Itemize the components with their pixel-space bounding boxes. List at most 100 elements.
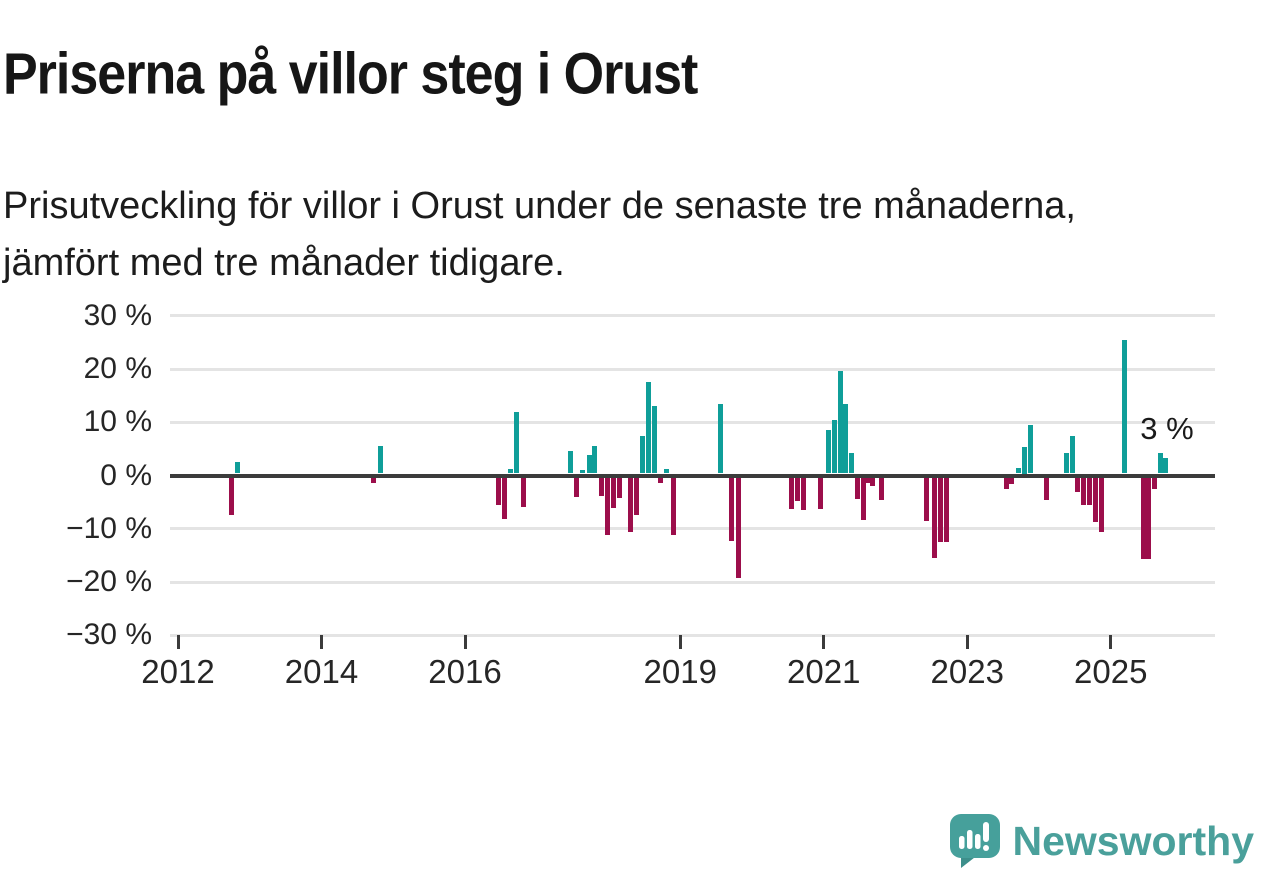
gridline (170, 420, 1215, 424)
x-axis-tick-mark (463, 635, 467, 650)
negative-bar (616, 477, 622, 499)
negative-bar (1044, 477, 1050, 500)
negative-bar (923, 477, 929, 522)
negative-bar (657, 477, 663, 483)
positive-bar (508, 468, 514, 474)
positive-bar (640, 436, 646, 474)
negative-bar (628, 477, 634, 532)
y-axis-tick-label: 30 % (83, 298, 152, 332)
negative-bar (598, 477, 604, 496)
positive-bar (1063, 452, 1069, 474)
gridline (170, 633, 1215, 637)
positive-bar (586, 454, 592, 474)
negative-bar (938, 477, 944, 542)
x-axis-tick-mark (822, 635, 826, 650)
gridline (170, 580, 1215, 584)
positive-bar (1069, 436, 1075, 474)
positive-bar (1157, 453, 1163, 474)
negative-bar (932, 477, 938, 559)
negative-bar (860, 477, 866, 520)
negative-bar (633, 477, 639, 515)
negative-bar (788, 477, 794, 509)
x-axis-tick-mark (176, 635, 180, 650)
positive-bar (1027, 425, 1033, 474)
positive-bar (580, 469, 586, 474)
gridline (170, 367, 1215, 371)
negative-bar (1086, 477, 1092, 506)
negative-bar (611, 477, 617, 509)
x-axis-tick-mark (678, 635, 682, 650)
negative-bar (1093, 477, 1099, 523)
positive-bar (664, 469, 670, 474)
negative-bar (854, 477, 860, 499)
x-axis-tick-label: 2021 (787, 653, 861, 691)
negative-bar (870, 477, 876, 487)
positive-bar (849, 453, 855, 474)
positive-bar (843, 403, 849, 474)
x-axis-tick-label: 2025 (1074, 653, 1148, 691)
positive-bar (837, 371, 843, 474)
negative-bar (1146, 477, 1152, 559)
y-axis-tick-label: 20 % (83, 352, 152, 385)
negative-bar (670, 477, 676, 535)
y-axis-tick-label: −30 % (66, 618, 152, 652)
brand-footer: Newsworthy (949, 813, 1255, 869)
negative-bar (801, 477, 807, 510)
x-axis-tick-label: 2019 (643, 653, 717, 691)
positive-bar (514, 411, 520, 474)
positive-bar (1121, 339, 1127, 474)
positive-bar (1163, 458, 1169, 474)
negative-bar (735, 477, 741, 578)
page-title: Priserna på villor steg i Orust (3, 41, 698, 107)
positive-bar (651, 406, 657, 474)
positive-bar (717, 404, 723, 474)
y-axis-tick-label: 0 % (100, 458, 152, 492)
negative-bar (501, 477, 507, 520)
negative-bar (1075, 477, 1081, 492)
zero-axis-line (170, 473, 1215, 478)
x-axis-tick-mark (320, 635, 323, 650)
brand-name: Newsworthy (1012, 817, 1255, 864)
negative-bar (371, 477, 377, 484)
positive-bar (235, 462, 241, 474)
gridline (170, 527, 1215, 531)
x-axis-tick-mark (1109, 635, 1113, 650)
x-axis-tick-label: 2012 (141, 653, 215, 691)
negative-bar (795, 477, 801, 502)
positive-bar (1022, 446, 1028, 474)
x-axis-tick-mark (965, 635, 969, 650)
positive-bar (592, 445, 598, 474)
positive-bar (1015, 468, 1021, 474)
x-axis-tick-label: 2016 (428, 653, 502, 691)
negative-bar (817, 477, 823, 510)
negative-bar (1009, 477, 1015, 484)
positive-bar (567, 450, 573, 474)
negative-bar (943, 477, 949, 542)
x-axis-tick-label: 2014 (284, 653, 359, 691)
negative-bar (1152, 477, 1158, 490)
negative-bar (520, 477, 526, 507)
negative-bar (729, 477, 735, 542)
y-axis-tick-label: −10 % (66, 511, 152, 545)
positive-bar (832, 419, 837, 474)
negative-bar (878, 477, 884, 500)
last-value-annotation: 3 % (1140, 411, 1194, 446)
y-axis-tick-label: −20 % (66, 565, 152, 598)
y-axis-tick-label: 10 % (83, 405, 152, 439)
negative-bar (1140, 477, 1146, 559)
negative-bar (496, 477, 502, 505)
positive-bar (646, 381, 652, 474)
negative-bar (1004, 477, 1010, 489)
newsworthy-logo-icon (949, 813, 1001, 869)
negative-bar (604, 477, 610, 535)
chart-subtitle: Prisutveckling för villor i Orust under … (3, 185, 1076, 284)
positive-bar (377, 445, 383, 474)
negative-bar (1080, 477, 1086, 506)
negative-bar (574, 477, 580, 497)
negative-bar (229, 477, 235, 515)
x-axis-tick-label: 2023 (930, 653, 1004, 691)
negative-bar (1098, 477, 1104, 532)
positive-bar (826, 429, 832, 474)
